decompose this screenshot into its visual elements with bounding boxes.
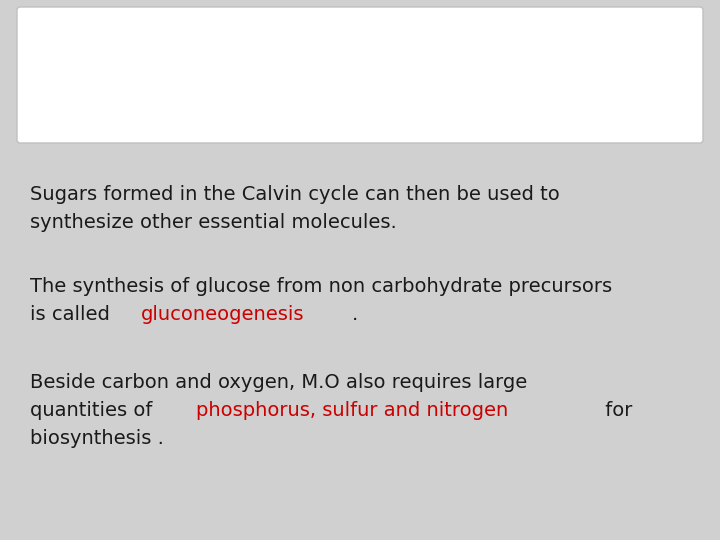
Text: .: . (352, 305, 359, 324)
Text: synthesize other essential molecules.: synthesize other essential molecules. (30, 213, 397, 232)
Text: for: for (599, 401, 632, 420)
Text: The synthesis of glucose from non carbohydrate precursors: The synthesis of glucose from non carboh… (30, 277, 612, 296)
Text: Sugars formed in the Calvin cycle can then be used to: Sugars formed in the Calvin cycle can th… (30, 185, 559, 204)
Text: is called: is called (30, 305, 116, 324)
Text: phosphorus, sulfur and nitrogen: phosphorus, sulfur and nitrogen (196, 401, 508, 420)
Text: quantities of: quantities of (30, 401, 158, 420)
Text: Beside carbon and oxygen, M.O also requires large: Beside carbon and oxygen, M.O also requi… (30, 373, 527, 392)
Text: gluconeogenesis: gluconeogenesis (141, 305, 305, 324)
FancyBboxPatch shape (17, 7, 703, 143)
Text: biosynthesis .: biosynthesis . (30, 429, 164, 448)
